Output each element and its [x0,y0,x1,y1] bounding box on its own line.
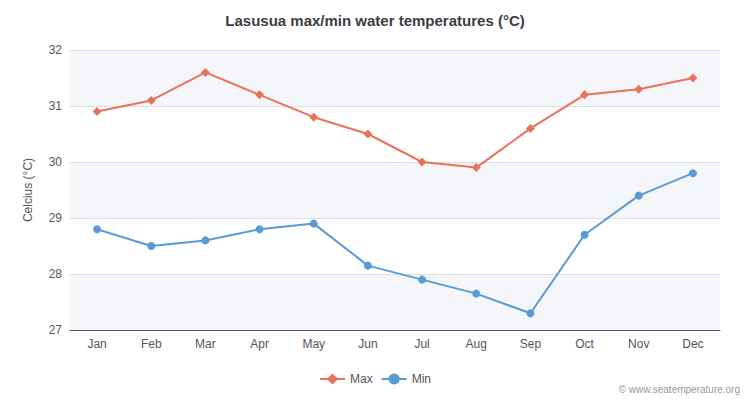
svg-text:Celcius (°C): Celcius (°C) [21,158,35,222]
svg-text:Nov: Nov [628,337,649,351]
svg-text:27: 27 [49,323,63,337]
svg-text:Lasusua max/min water temperat: Lasusua max/min water temperatures (°C) [225,12,524,29]
svg-text:Dec: Dec [682,337,703,351]
svg-text:May: May [302,337,325,351]
svg-text:Apr: Apr [250,337,269,351]
svg-text:Aug: Aug [466,337,487,351]
svg-text:Jan: Jan [87,337,106,351]
svg-text:32: 32 [49,43,63,57]
svg-text:© www.seatemperature.org: © www.seatemperature.org [619,384,740,395]
svg-text:31: 31 [49,99,63,113]
svg-text:Oct: Oct [575,337,594,351]
svg-text:29: 29 [49,211,63,225]
svg-text:Feb: Feb [141,337,162,351]
svg-text:Min: Min [412,372,431,386]
svg-text:28: 28 [49,267,63,281]
svg-text:30: 30 [49,155,63,169]
svg-text:Jul: Jul [414,337,429,351]
svg-text:Sep: Sep [520,337,542,351]
svg-text:Mar: Mar [195,337,216,351]
svg-text:Jun: Jun [358,337,377,351]
svg-text:Max: Max [350,372,373,386]
